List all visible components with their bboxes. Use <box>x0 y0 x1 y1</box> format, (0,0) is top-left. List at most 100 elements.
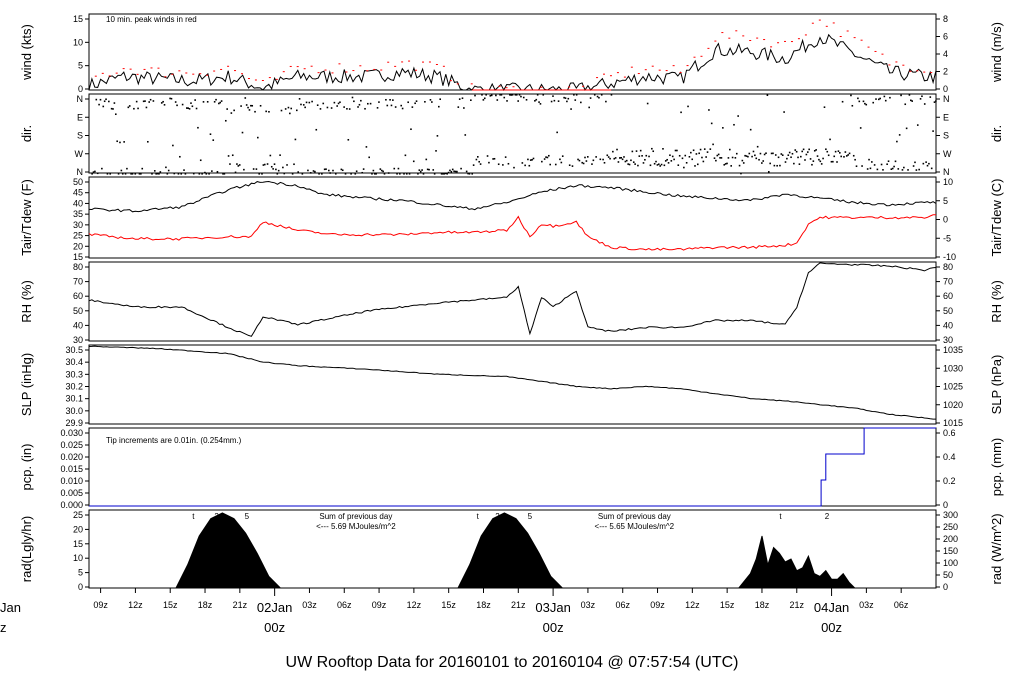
dir-point <box>332 169 334 172</box>
slp-ylabel-left: SLP (inHg) <box>19 353 34 416</box>
dir-point <box>541 160 543 163</box>
slp-left-tick-label: 30.5 <box>65 345 83 355</box>
dir-point <box>357 106 359 108</box>
dir-point <box>680 111 682 114</box>
dir-point <box>624 160 627 163</box>
dir-point <box>690 151 692 154</box>
temp-left-tick-label: 35 <box>73 209 83 219</box>
day-label-date: 04Jan <box>814 600 849 615</box>
dir-point <box>602 158 604 161</box>
time-tick-label: 12z <box>407 600 422 610</box>
dir-point <box>638 155 641 157</box>
dir-point <box>133 107 135 110</box>
dir-point <box>156 172 159 175</box>
dir-point <box>808 148 810 151</box>
dir-point <box>676 149 678 152</box>
dir-point <box>138 173 141 175</box>
time-tick-label: 15z <box>441 600 456 610</box>
dir-point <box>165 166 167 169</box>
dir-point <box>561 155 564 157</box>
dir-point <box>564 97 567 99</box>
dir-point <box>396 173 398 175</box>
dir-point <box>605 100 607 103</box>
dir-point <box>755 157 758 160</box>
dir-point <box>730 165 732 167</box>
dir-point <box>841 100 844 103</box>
dir-point <box>641 155 643 157</box>
dir-point <box>504 156 507 158</box>
dir-point <box>408 173 411 175</box>
rad-marker: 2 <box>825 512 830 521</box>
dir-point <box>243 168 245 171</box>
dir-point <box>442 173 444 175</box>
temp-frame <box>88 176 937 259</box>
dir-point <box>177 173 180 175</box>
dir-point <box>521 162 524 164</box>
dir-point <box>890 168 893 171</box>
dir-point <box>513 166 515 169</box>
pcp-left-tick-label: 0.000 <box>60 500 83 510</box>
dir-point <box>275 168 277 171</box>
dir-point <box>722 127 724 129</box>
dir-point <box>215 98 217 101</box>
time-tick-label: 03z <box>859 600 874 610</box>
dir-point <box>510 94 513 96</box>
dir-point <box>656 164 659 166</box>
dir-point <box>632 161 635 163</box>
dir-point <box>923 103 926 105</box>
dir-point <box>461 97 464 100</box>
dir-point <box>766 94 769 97</box>
dir-point <box>748 152 751 155</box>
dir-point <box>489 94 492 97</box>
dir-point <box>309 172 312 174</box>
dir-point <box>259 104 262 107</box>
dir-point <box>405 173 408 175</box>
dir-point <box>202 101 205 103</box>
dir-point <box>144 100 146 102</box>
dir-point <box>450 170 453 173</box>
dir-point <box>542 94 545 96</box>
dir-right-tick-label: E <box>943 112 949 122</box>
dir-point <box>901 169 904 171</box>
dir-point <box>102 105 105 108</box>
dir-point <box>204 171 206 174</box>
dir-point <box>887 160 890 163</box>
dir-point <box>298 98 301 100</box>
dir-point <box>474 94 476 97</box>
rad-right-tick-label: 200 <box>943 534 958 544</box>
dir-point <box>227 155 230 157</box>
dir-point <box>201 173 203 175</box>
dir-point <box>818 158 820 161</box>
dir-point <box>148 101 151 103</box>
dir-point <box>834 150 837 153</box>
dir-point <box>355 170 358 173</box>
dir-point <box>354 173 357 175</box>
day-label-sub: 00z <box>543 620 564 635</box>
dir-point <box>568 164 571 166</box>
dir-point <box>731 156 734 159</box>
dir-point <box>614 157 617 159</box>
dir-point <box>199 159 202 162</box>
dir-point <box>858 100 861 103</box>
dir-point <box>511 94 514 96</box>
dir-point <box>710 122 713 125</box>
time-tick-label: 09z <box>372 600 387 610</box>
dir-point <box>458 98 461 100</box>
dir-point <box>497 163 500 166</box>
dir-point <box>884 99 887 102</box>
dir-right-tick-label: N <box>943 94 950 104</box>
dir-point <box>552 95 554 97</box>
dir-point <box>273 163 276 165</box>
dir-left-tick-label: E <box>77 112 83 122</box>
dir-point <box>101 167 103 170</box>
rad-right-tick-label: 0 <box>943 582 948 592</box>
dir-point <box>197 126 199 129</box>
dir-point <box>903 166 905 169</box>
dir-point <box>734 157 737 159</box>
dir-left-tick-label: N <box>77 94 84 104</box>
dir-point <box>467 172 469 175</box>
wind-right-tick-label: 8 <box>943 14 948 24</box>
temp-left-tick-label: 15 <box>73 252 83 262</box>
